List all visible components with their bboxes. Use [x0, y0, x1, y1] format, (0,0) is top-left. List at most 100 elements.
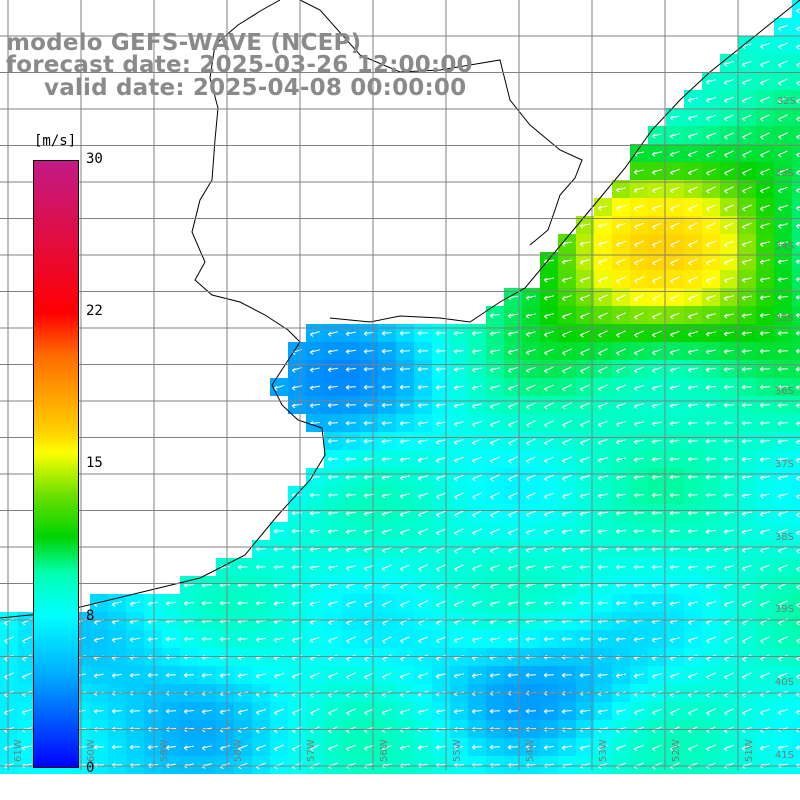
wind-arrow-head [472, 494, 476, 500]
wind-arrow [309, 385, 321, 389]
wind-arrow [741, 404, 753, 406]
wind-arrow-head [742, 746, 746, 752]
wind-arrow-head [598, 332, 602, 338]
wind-arrow-head [597, 564, 602, 570]
wind-arrow-head [111, 744, 116, 750]
wind-arrow [579, 602, 591, 604]
wind-arrow-head [310, 746, 314, 752]
wind-arrow [237, 620, 249, 622]
wind-arrow-head [526, 530, 530, 536]
wind-arrow [453, 367, 465, 371]
wind-arrow-head [291, 385, 296, 391]
wind-arrow-head [544, 404, 548, 410]
wind-arrow [741, 313, 753, 317]
wind-arrow-head [183, 636, 188, 642]
wind-arrow [580, 511, 590, 515]
wind-arrow-head [93, 637, 98, 643]
wind-arrow [705, 547, 717, 551]
wind-arrow-head [651, 439, 656, 445]
wind-arrow-head [687, 367, 692, 373]
wind-arrow-head [597, 440, 602, 446]
wind-arrow-head [382, 548, 386, 554]
wind-arrow-head [183, 672, 188, 678]
wind-arrow [742, 511, 752, 515]
wind-arrow-head [795, 312, 800, 318]
wind-arrow-head [670, 314, 674, 320]
wind-arrow [147, 710, 159, 712]
wind-arrow-head [778, 80, 782, 86]
wind-arrow-head [778, 98, 782, 104]
wind-arrow [525, 295, 537, 299]
wind-arrow-head [742, 620, 746, 626]
wind-arrow-head [724, 710, 728, 716]
wind-arrow-head [615, 564, 620, 570]
wind-arrow-head [255, 673, 260, 679]
wind-arrow-head [742, 710, 746, 716]
wind-arrow-head [21, 710, 26, 715]
wind-arrow-head [670, 296, 674, 302]
wind-arrow-head [345, 349, 350, 355]
wind-arrow-head [507, 672, 512, 678]
wind-arrow-head [364, 710, 368, 716]
wind-arrow [363, 422, 375, 424]
wind-arrow-head [363, 475, 368, 481]
wind-arrow-head [670, 278, 674, 284]
wind-arrow-head [544, 422, 548, 428]
wind-arrow-head [687, 456, 692, 462]
wind-arrow-head [490, 512, 494, 518]
wind-arrow [795, 296, 800, 298]
wind-arrow [327, 404, 339, 406]
wind-speed-cell [792, 558, 800, 576]
wind-arrow-head [3, 746, 8, 751]
wind-arrow-head [706, 206, 710, 212]
wind-arrow-head [399, 402, 404, 408]
wind-arrow-head [598, 404, 602, 410]
wind-arrow [651, 494, 663, 496]
wind-arrow-head [633, 206, 638, 212]
wind-arrow-head [670, 206, 674, 212]
wind-arrow-head [796, 674, 800, 680]
wind-arrow [705, 512, 717, 514]
colorbar-tick: 0 [86, 760, 95, 776]
wind-arrow [741, 440, 753, 442]
wind-arrow-head [670, 332, 674, 338]
wind-arrow [562, 511, 572, 515]
wind-arrow [651, 601, 663, 605]
wind-arrow-head [183, 745, 188, 751]
wind-arrow-head [345, 456, 350, 462]
wind-arrow-head [634, 350, 638, 356]
wind-arrow-head [580, 458, 584, 464]
wind-arrow [705, 349, 717, 353]
wind-arrow-head [471, 744, 476, 750]
wind-arrow-head [741, 566, 746, 572]
wind-arrow-head [345, 547, 350, 553]
wind-arrow-head [453, 673, 458, 679]
wind-arrow [111, 710, 123, 712]
wind-arrow [759, 386, 771, 388]
wind-arrow [687, 530, 699, 532]
wind-arrow-head [273, 674, 278, 679]
wind-arrow-head [796, 26, 800, 32]
wind-arrow-head [489, 584, 494, 590]
wind-arrow [345, 476, 357, 478]
wind-arrow [723, 440, 735, 442]
wind-arrow-head [543, 529, 548, 535]
lat-lon-grid [0, 0, 800, 770]
wind-arrow [507, 313, 519, 317]
wind-arrow [741, 386, 753, 388]
lon-label: 58W [233, 739, 244, 762]
wind-arrow-head [201, 636, 206, 642]
wind-arrow [723, 458, 735, 460]
wind-arrow [165, 710, 177, 712]
wind-arrow-head [615, 205, 620, 211]
wind-arrow [435, 745, 447, 749]
wind-arrow-head [616, 368, 620, 374]
wind-arrow [309, 422, 321, 424]
wind-arrow-head [508, 530, 512, 536]
wind-arrow-head [759, 745, 764, 751]
wind-arrow [597, 584, 609, 586]
wind-arrow [201, 709, 213, 713]
wind-arrow [471, 367, 483, 371]
wind-arrow-head [777, 745, 782, 751]
wind-arrow-head [796, 62, 800, 68]
